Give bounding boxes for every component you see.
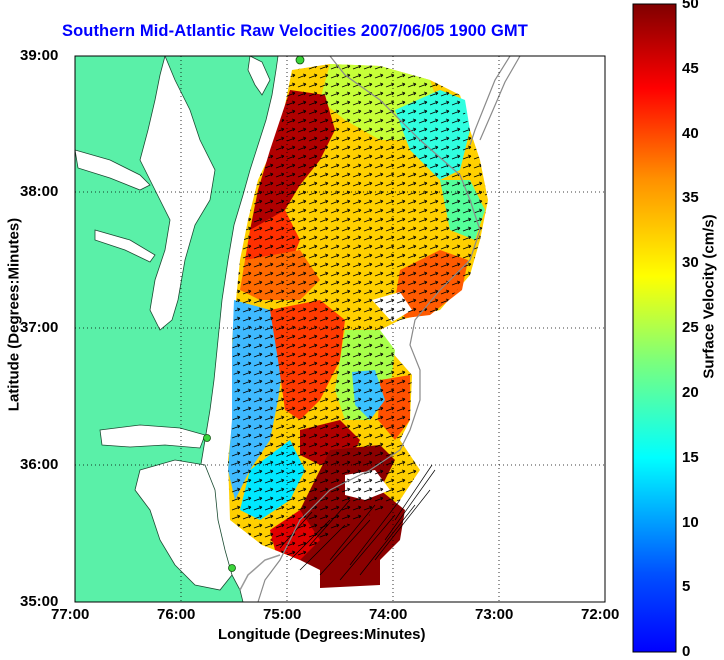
grid-lines (75, 56, 605, 602)
potomac-river (75, 149, 151, 191)
x-tick-4: 73:00 (475, 606, 514, 623)
cb-tick-50: 50 (682, 0, 699, 12)
x-tick-0: 77:00 (51, 606, 90, 623)
cb-tick-40: 40 (682, 125, 699, 142)
x-tick-1: 76:00 (157, 606, 196, 623)
chesapeake-bay (139, 56, 216, 331)
shore-stations (203, 55, 305, 572)
x-tick-5: 72:00 (581, 606, 620, 623)
albemarle-sound (99, 424, 206, 449)
cb-tick-15: 15 (682, 449, 699, 466)
y-tick-2: 37:00 (20, 319, 59, 336)
delaware-bay (247, 56, 271, 96)
rappahannock-river (94, 229, 156, 263)
colorbar-label: Surface Velocity (cm/s) (700, 214, 718, 379)
cb-tick-45: 45 (682, 60, 699, 77)
y-tick-3: 36:00 (20, 456, 59, 473)
cb-tick-0: 0 (682, 643, 691, 660)
x-tick-2: 75:00 (263, 606, 302, 623)
colorbar (632, 3, 677, 653)
y-axis-label: Latitude (Degrees:Minutes) (5, 217, 23, 412)
y-tick-4: 35:00 (20, 593, 59, 610)
plot-frame (74, 55, 606, 603)
cb-tick-5: 5 (682, 578, 691, 595)
x-tick-3: 74:00 (369, 606, 408, 623)
gray-coastline-south (239, 554, 281, 591)
pamlico-sound (134, 459, 233, 591)
cb-tick-25: 25 (682, 319, 699, 336)
velocity-arrows (228, 64, 488, 560)
y-tick-0: 39:00 (20, 47, 59, 64)
southern-arrow-fan (279, 464, 436, 581)
cb-tick-35: 35 (682, 189, 699, 206)
cb-tick-30: 30 (682, 254, 699, 271)
cb-tick-20: 20 (682, 384, 699, 401)
x-axis-label: Longitude (Degrees:Minutes) (218, 626, 426, 643)
cb-tick-10: 10 (682, 514, 699, 531)
map-title: Southern Mid-Atlantic Raw Velocities 200… (62, 22, 528, 40)
y-tick-1: 38:00 (20, 183, 59, 200)
